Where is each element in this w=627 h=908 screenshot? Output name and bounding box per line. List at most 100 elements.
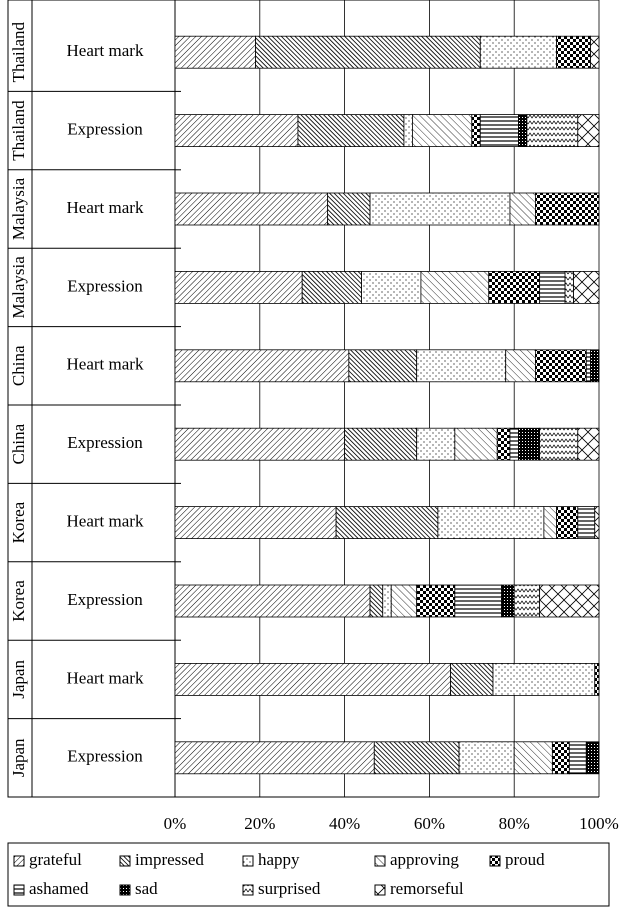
- bar-segment: [174, 192, 329, 226]
- category-label: Heart mark: [67, 355, 144, 374]
- bar-segment: [174, 427, 346, 461]
- bar-segment: [416, 584, 456, 618]
- bar-segment: [301, 270, 362, 304]
- legend-swatch: [242, 855, 254, 867]
- bar-segment: [488, 270, 541, 304]
- group-label: Thailand: [9, 100, 28, 161]
- category-label: Heart mark: [67, 198, 144, 217]
- bar-segment: [585, 741, 600, 775]
- bar-segment: [568, 741, 587, 775]
- bar-segment: [174, 663, 452, 696]
- x-tick-label: 100%: [579, 814, 619, 833]
- category-label: Expression: [67, 747, 143, 766]
- bar-segment: [174, 349, 350, 383]
- legend-swatch: [119, 855, 131, 867]
- bar-segment: [551, 741, 570, 775]
- bar-segment: [348, 349, 418, 383]
- bar-segment: [255, 35, 481, 69]
- legend-box: [7, 842, 610, 907]
- bar-segment: [518, 427, 541, 461]
- group-label: Thailand: [9, 21, 28, 82]
- bar-segment: [513, 741, 553, 775]
- bar-segment: [416, 427, 456, 461]
- bar-segment: [577, 506, 596, 540]
- bar-segment: [471, 114, 481, 147]
- bar-segment: [526, 114, 579, 147]
- bar-segment: [174, 114, 299, 147]
- bar-segment: [573, 270, 600, 304]
- x-tick-label: 0%: [164, 814, 187, 833]
- legend-swatch: [489, 855, 501, 867]
- bar-segment: [535, 192, 600, 226]
- bar-segment: [174, 35, 256, 69]
- legend-label: ashamed: [29, 879, 89, 898]
- bar-segment: [454, 584, 502, 618]
- bar-segment: [564, 270, 574, 304]
- bar-segment: [501, 584, 515, 618]
- bar-segment: [594, 663, 600, 696]
- category-label: Heart mark: [67, 668, 144, 687]
- bar-segment: [539, 427, 579, 461]
- bar-segment: [577, 427, 600, 461]
- bar-segment: [479, 114, 519, 147]
- bar-segment: [577, 114, 600, 147]
- group-label: Malaysia: [9, 177, 28, 240]
- bar-segment: [479, 35, 557, 69]
- bar-segment: [437, 506, 545, 540]
- category-label: Heart mark: [67, 512, 144, 531]
- category-label: Expression: [67, 590, 143, 609]
- group-label: Japan: [9, 660, 28, 699]
- bar-segment: [369, 192, 511, 226]
- legend-label: sad: [135, 879, 158, 898]
- bar-segment: [390, 584, 418, 618]
- bar-segment: [556, 506, 579, 540]
- legend-label: impressed: [135, 850, 204, 869]
- bar-segment: [509, 192, 536, 226]
- bar-segment: [492, 663, 596, 696]
- bar-segment: [556, 35, 591, 69]
- category-label: Expression: [67, 120, 143, 139]
- bar-segment: [535, 349, 587, 383]
- legend-label: proud: [505, 850, 545, 869]
- bar-segment: [585, 349, 591, 383]
- legend-swatch: [119, 884, 131, 896]
- category-label: Heart mark: [67, 41, 144, 60]
- legend-swatch: [242, 884, 254, 896]
- bar-segment: [373, 741, 460, 775]
- category-label: Expression: [67, 276, 143, 295]
- legend-label: approving: [390, 850, 459, 869]
- bar-segment: [450, 663, 494, 696]
- bar-segment: [539, 584, 600, 618]
- group-label: Korea: [9, 580, 28, 622]
- group-label: Japan: [9, 738, 28, 777]
- category-label: Expression: [67, 433, 143, 452]
- bar-segment: [361, 270, 422, 304]
- bar-segment: [327, 192, 371, 226]
- x-tick-label: 80%: [499, 814, 530, 833]
- bar-segment: [297, 114, 405, 147]
- bar-segment: [539, 270, 566, 304]
- x-tick-label: 40%: [329, 814, 360, 833]
- bar-segment: [518, 114, 528, 147]
- bar-segment: [344, 427, 418, 461]
- bar-segment: [174, 741, 375, 775]
- bar-segment: [454, 427, 498, 461]
- bar-segment: [412, 114, 473, 147]
- bar-segment: [416, 349, 507, 383]
- bar-segment: [420, 270, 490, 304]
- legend-label: happy: [258, 850, 300, 869]
- bar-segment: [590, 35, 600, 69]
- bar-segment: [382, 584, 392, 618]
- bar-segment: [403, 114, 413, 147]
- legend-label: surprised: [258, 879, 321, 898]
- bar-segment: [174, 506, 337, 540]
- legend-swatch: [374, 884, 386, 896]
- group-label: Korea: [9, 501, 28, 543]
- bar-segment: [458, 741, 515, 775]
- legend-swatch: [13, 855, 25, 867]
- group-label: Malaysia: [9, 256, 28, 319]
- bar-segment: [174, 584, 371, 618]
- bar-segment: [335, 506, 439, 540]
